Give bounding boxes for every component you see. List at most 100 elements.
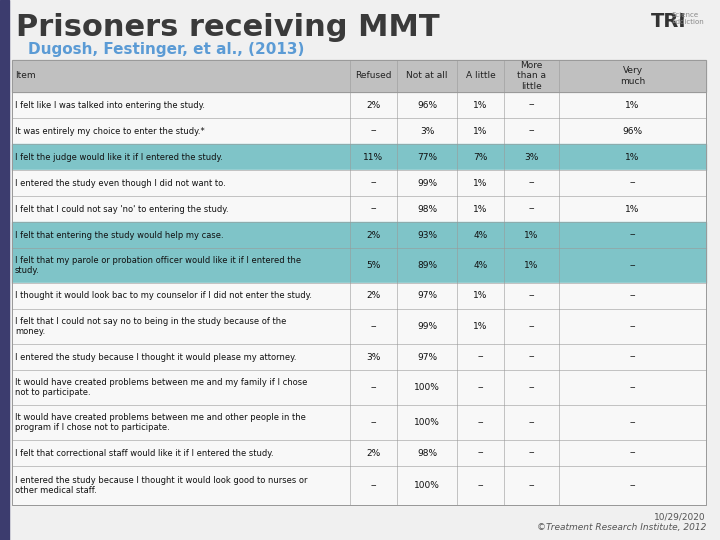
Text: --: -- [629,383,636,392]
Text: 2%: 2% [366,449,381,457]
Text: I felt that I could not say no to being in the study because of the
money.: I felt that I could not say no to being … [15,316,287,336]
Text: 1%: 1% [473,126,487,136]
Text: --: -- [528,449,535,457]
Text: --: -- [629,179,636,187]
Text: Item: Item [15,71,35,80]
Text: --: -- [528,383,535,392]
Bar [12,60,706,505]
Text: 100%: 100% [414,481,440,490]
Text: 1%: 1% [625,152,639,161]
Text: Dugosh, Festinger, et al., (2013): Dugosh, Festinger, et al., (2013) [28,42,305,57]
Bar [12,92,706,118]
Text: Very
much: Very much [620,66,645,86]
Text: 98%: 98% [417,205,437,213]
Text: It was entirely my choice to enter the study.*: It was entirely my choice to enter the s… [15,126,204,136]
Text: 4%: 4% [473,261,487,270]
Bar [12,309,706,344]
Text: 97%: 97% [417,353,437,361]
Text: --: -- [629,322,636,331]
Bar [12,370,706,405]
Text: 1%: 1% [473,292,487,300]
Text: 2%: 2% [366,231,381,240]
Text: --: -- [370,322,377,331]
Text: 97%: 97% [417,292,437,300]
Text: 1%: 1% [524,231,539,240]
Bar [12,144,706,170]
Text: I felt that my parole or probation officer would like it if I entered the
study.: I felt that my parole or probation offic… [15,255,301,275]
Text: 1%: 1% [625,100,639,110]
Text: --: -- [477,418,484,427]
Text: --: -- [528,179,535,187]
Text: 4%: 4% [473,231,487,240]
Text: It would have created problems between me and my family if I chose
not to partic: It would have created problems between m… [15,377,307,397]
Text: TRI: TRI [651,12,686,31]
Text: 1%: 1% [473,100,487,110]
Bar [12,60,706,92]
Text: I felt that I could not say 'no' to entering the study.: I felt that I could not say 'no' to ente… [15,205,229,213]
Text: 3%: 3% [366,353,381,361]
Text: --: -- [477,353,484,361]
Text: A little: A little [466,71,495,80]
Text: --: -- [629,449,636,457]
Text: 1%: 1% [625,205,639,213]
Text: 98%: 98% [417,449,437,457]
Text: --: -- [528,292,535,300]
Text: Not at all: Not at all [406,71,448,80]
Bar [12,222,706,248]
Text: It would have created problems between me and other people in the
program if I c: It would have created problems between m… [15,413,306,433]
Text: I felt that entering the study would help my case.: I felt that entering the study would hel… [15,231,224,240]
Text: --: -- [629,481,636,490]
Text: --: -- [477,481,484,490]
Text: --: -- [528,481,535,490]
Text: 5%: 5% [366,261,381,270]
Text: --: -- [629,292,636,300]
Bar [0,0,9,540]
Text: --: -- [370,481,377,490]
Text: --: -- [528,126,535,136]
Text: --: -- [370,205,377,213]
Text: --: -- [477,383,484,392]
Bar [12,248,706,283]
Bar [12,405,706,440]
Text: 2%: 2% [366,292,381,300]
Text: --: -- [528,322,535,331]
Text: --: -- [629,261,636,270]
Text: 100%: 100% [414,383,440,392]
Text: 7%: 7% [473,152,487,161]
Text: --: -- [370,179,377,187]
Bar [12,196,706,222]
Text: More
than a
little: More than a little [517,61,546,91]
Text: I entered the study even though I did not want to.: I entered the study even though I did no… [15,179,226,187]
Text: --: -- [528,205,535,213]
Text: 11%: 11% [364,152,384,161]
Text: ©Treatment Research Institute, 2012: ©Treatment Research Institute, 2012 [536,523,706,532]
Text: --: -- [528,353,535,361]
Text: 96%: 96% [417,100,437,110]
Bar [12,283,706,309]
Text: I felt like I was talked into entering the study.: I felt like I was talked into entering t… [15,100,205,110]
Text: 93%: 93% [417,231,437,240]
Text: --: -- [370,126,377,136]
Text: --: -- [629,353,636,361]
Text: 77%: 77% [417,152,437,161]
Text: 1%: 1% [473,322,487,331]
Text: Refused: Refused [355,71,392,80]
Text: I entered the study because I thought it would please my attorney.: I entered the study because I thought it… [15,353,297,361]
Text: 1%: 1% [473,179,487,187]
Text: I felt the judge would like it if I entered the study.: I felt the judge would like it if I ente… [15,152,223,161]
Text: Prisoners receiving MMT: Prisoners receiving MMT [16,13,440,42]
Text: 3%: 3% [420,126,434,136]
Text: I entered the study because I thought it would look good to nurses or
other medi: I entered the study because I thought it… [15,476,307,495]
Text: --: -- [629,231,636,240]
Text: 99%: 99% [417,179,437,187]
Text: --: -- [477,449,484,457]
Text: I thought it would look bac to my counselor if I did not enter the study.: I thought it would look bac to my counse… [15,292,312,300]
Bar [12,440,706,466]
Text: 3%: 3% [524,152,539,161]
Bar [12,170,706,196]
Bar [12,344,706,370]
Text: 1%: 1% [473,205,487,213]
Text: 89%: 89% [417,261,437,270]
Text: 100%: 100% [414,418,440,427]
Text: 2%: 2% [366,100,381,110]
